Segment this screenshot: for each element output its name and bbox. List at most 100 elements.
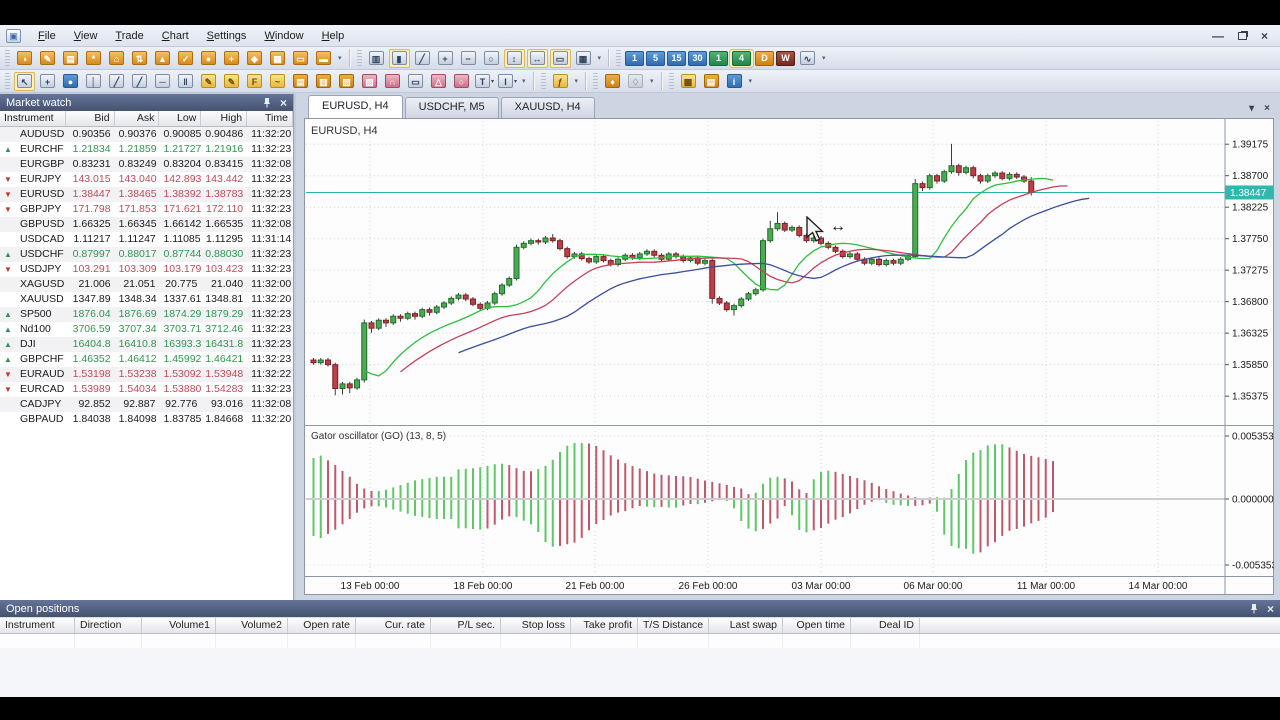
chart-tab-usdchf[interactable]: USDCHF, M5 <box>404 97 499 118</box>
market-watch-row[interactable]: AUDUSD 0.90356 0.90376 0.90085 0.90486 11:32:… <box>0 127 293 142</box>
alert-disabled-icon[interactable]: ♢ <box>625 72 646 91</box>
toolbar-overflow-icon[interactable]: ▾ <box>597 55 602 62</box>
rectangle-icon[interactable]: ▭ <box>405 72 426 91</box>
toolbar-grip[interactable] <box>616 50 622 66</box>
crosshair-icon[interactable]: + <box>37 72 58 91</box>
timeframe-m15[interactable]: 15 <box>666 50 687 66</box>
menu-item-view[interactable]: View <box>73 29 98 42</box>
market-watch-col-header[interactable]: Low <box>159 111 202 126</box>
save-profile-icon[interactable]: ⌂ <box>106 49 127 68</box>
search-symbol-icon[interactable]: ● <box>198 49 219 68</box>
market-watch-row[interactable]: XAGUSD 21.006 21.051 20.775 21.040 11:32:00 <box>0 277 293 292</box>
edit-account-icon[interactable]: ✎ <box>37 49 58 68</box>
zoom-out-icon[interactable]: − <box>458 49 479 68</box>
open-positions-col-header[interactable]: Volume1 <box>142 618 216 633</box>
indicators-icon[interactable]: ƒ <box>550 72 571 91</box>
anchor-text-icon[interactable]: I ▾ <box>497 72 518 91</box>
timeframe-h1[interactable]: 1 <box>708 50 729 66</box>
timeframe-m1[interactable]: 1 <box>624 50 645 66</box>
market-watch-row[interactable]: GBPUSD 1.66325 1.66345 1.66142 1.66535 11:32:… <box>0 217 293 232</box>
toolbar-overflow-icon[interactable]: ▾ <box>574 78 579 85</box>
market-watch-row[interactable]: ▼ EURCAD 1.53989 1.54034 1.53880 1.54283 11:32… <box>0 382 293 397</box>
text-list-icon[interactable]: ▤ <box>290 72 311 91</box>
gann-line-icon[interactable]: ∩ <box>382 72 403 91</box>
toolbar-overflow-icon[interactable]: ▾ <box>338 55 342 62</box>
open-positions-col-header[interactable]: Take profit <box>571 618 638 633</box>
cycle-lines-icon[interactable]: ▨ <box>359 72 380 91</box>
menu-item-chart[interactable]: Chart <box>161 29 189 42</box>
line-chart-icon[interactable]: ╱ <box>412 49 433 68</box>
open-positions-col-header[interactable]: P/L sec. <box>431 618 501 633</box>
chart-properties-icon[interactable]: ▤ <box>701 72 722 91</box>
appearance-icon[interactable]: ▩ <box>678 72 699 91</box>
open-positions-col-header[interactable]: T/S Distance <box>638 618 709 633</box>
news-icon[interactable]: ▦ <box>267 49 288 68</box>
menu-item-help[interactable]: Help <box>321 29 345 42</box>
fibonacci-icon[interactable]: F <box>244 72 265 91</box>
market-watch-row[interactable]: XAUUSD 1347.89 1348.34 1337.61 1348.81 11:32:… <box>0 292 293 307</box>
ray-line-icon[interactable]: ╱ <box>129 72 150 91</box>
market-watch-row[interactable]: ▲ EURCHF 1.21834 1.21859 1.21727 1.21916 11:32… <box>0 142 293 157</box>
market-watch-row[interactable]: ▲ DJI 16404.8 16410.8 16393.3 16431.8 11:32:23 <box>0 337 293 352</box>
market-watch-col-header[interactable]: Ask <box>115 111 160 126</box>
wave-marking-icon[interactable]: ~ <box>267 72 288 91</box>
magnet-icon[interactable]: ● <box>60 72 81 91</box>
folder-icon[interactable]: ▬ <box>313 49 334 68</box>
tab-list-icon[interactable]: ▾ <box>1249 103 1255 114</box>
folder-open-icon[interactable]: ▭ <box>290 49 311 68</box>
menu-item-settings[interactable]: Settings <box>206 29 247 42</box>
open-positions-col-header[interactable]: Stop loss <box>501 618 571 633</box>
bar-chart-icon[interactable]: ▥ <box>366 49 387 68</box>
market-watch-col-header[interactable]: Bid <box>66 111 115 126</box>
open-positions-col-header[interactable]: Instrument <box>0 618 75 633</box>
timeframe-m5[interactable]: 5 <box>645 50 666 66</box>
triangle-icon[interactable]: △ <box>428 72 449 91</box>
market-watch-row[interactable]: ▲ SP500 1876.04 1876.69 1874.29 1879.29 11:32:… <box>0 307 293 322</box>
open-positions-col-header[interactable]: Open time <box>783 618 851 633</box>
menu-item-trade[interactable]: Trade <box>115 29 144 42</box>
alert-bell-icon[interactable]: ◆ <box>244 49 265 68</box>
chart-overlay-icon[interactable]: ▭ <box>549 48 571 68</box>
open-positions-col-header[interactable]: Last swap <box>709 618 783 633</box>
candlestick-chart-icon[interactable]: ▮ <box>388 48 410 68</box>
pin-icon[interactable] <box>1249 603 1259 614</box>
market-watch-row[interactable]: ▼ EURUSD 1.38447 1.38465 1.38392 1.38783 11:32… <box>0 187 293 202</box>
cursor-icon[interactable]: ↖ <box>14 71 35 91</box>
chart-window[interactable]: 1.39175 1.38700 1.38225 1.37750 1.37275 1.368… <box>304 118 1277 595</box>
trendline-icon[interactable]: ╱ <box>106 72 127 91</box>
open-account-icon[interactable]: ◑ <box>14 49 35 68</box>
market-watch-row[interactable]: ▼ EURJPY 143.015 143.040 142.893 143.442 11:32… <box>0 172 293 187</box>
ellipse-icon[interactable]: ○ <box>451 72 472 91</box>
horizontal-line-icon[interactable]: ─ <box>152 72 173 91</box>
market-watch-row[interactable]: ▲ Nd100 3706.59 3707.34 3703.71 3712.46 11:32:… <box>0 322 293 337</box>
contract-list-icon[interactable]: ▤ <box>60 49 81 68</box>
auto-scale-icon[interactable]: ↕ <box>503 48 525 68</box>
timeframe-w1[interactable]: W <box>775 50 796 66</box>
chart-shift-icon[interactable]: ↔ <box>526 48 548 68</box>
text-label-icon[interactable]: T ▾ <box>474 72 495 91</box>
text-block-icon[interactable]: ▥ <box>313 72 334 91</box>
template-icon[interactable]: ▧ <box>336 72 357 91</box>
toolbar-grip[interactable] <box>5 50 10 66</box>
minimize-button[interactable]: — <box>1211 28 1224 43</box>
restore-button[interactable] <box>1237 31 1247 40</box>
toolbar-overflow-icon[interactable]: ▾ <box>748 78 753 85</box>
close-chart-icon[interactable]: × <box>1264 103 1270 114</box>
vertical-line-icon[interactable]: │ <box>83 72 104 91</box>
timeframe-d1[interactable]: D <box>754 50 775 66</box>
toolbar-grip[interactable] <box>5 73 10 89</box>
market-watch-row[interactable]: GBPAUD 1.84038 1.84098 1.83785 1.84668 11:32:… <box>0 412 293 427</box>
open-positions-col-header[interactable]: Deal ID <box>851 618 920 633</box>
zoom-reset-icon[interactable]: ○ <box>481 49 502 68</box>
zoom-in-icon[interactable]: + <box>435 49 456 68</box>
deposit-withdraw-icon[interactable]: ⇅ <box>129 49 150 68</box>
tick-chart-icon[interactable]: ∿ <box>797 49 818 68</box>
buy-order-icon[interactable]: ▲ <box>152 49 173 68</box>
toolbar-overflow-icon[interactable]: ▾ <box>650 78 654 85</box>
confirm-deal-icon[interactable]: ✓ <box>175 49 196 68</box>
close-button[interactable]: × <box>1260 28 1268 43</box>
menu-item-file[interactable]: File <box>38 29 56 42</box>
market-watch-row[interactable]: EURGBP 0.83231 0.83249 0.83204 0.83415 11:32:… <box>0 157 293 172</box>
parallel-channel-icon[interactable]: ‖ <box>175 72 196 91</box>
toolbar-grip[interactable] <box>540 73 546 89</box>
